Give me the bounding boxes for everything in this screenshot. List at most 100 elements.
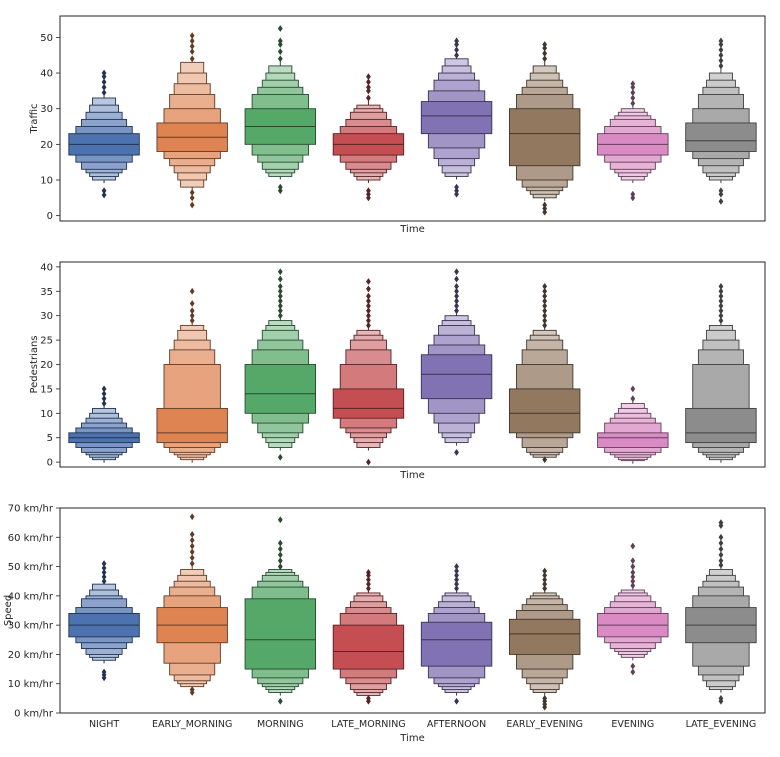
outlier-point bbox=[189, 32, 195, 40]
outlier-point bbox=[630, 569, 636, 576]
outlier-point bbox=[454, 580, 459, 588]
boxen-late-evening bbox=[685, 519, 757, 705]
outlier-point bbox=[542, 585, 548, 592]
outlier-point bbox=[189, 686, 195, 693]
outlier-point bbox=[366, 285, 371, 293]
outlier-point bbox=[542, 567, 548, 575]
boxen-level-1 bbox=[508, 388, 581, 434]
outlier-point bbox=[366, 83, 371, 91]
boxen-afternoon bbox=[420, 268, 493, 456]
outlier-point bbox=[630, 385, 636, 393]
outlier-point bbox=[277, 183, 283, 191]
outlier-point bbox=[101, 78, 107, 86]
y-tick-label: 20 bbox=[40, 360, 53, 371]
x-tick-label: MORNING bbox=[257, 719, 304, 730]
outlier-point bbox=[542, 456, 548, 464]
outlier-point bbox=[189, 307, 195, 315]
outlier-point bbox=[718, 292, 724, 300]
x-tick-label: AFTERNOON bbox=[427, 719, 486, 730]
plot-frame bbox=[59, 507, 766, 714]
outlier-point bbox=[454, 187, 459, 195]
outlier-point bbox=[366, 194, 371, 202]
y-tick-label: 15 bbox=[40, 384, 53, 395]
outlier-point bbox=[277, 453, 283, 461]
outlier-point bbox=[189, 548, 195, 556]
outlier-point bbox=[454, 571, 459, 579]
boxen-late-evening bbox=[685, 37, 757, 205]
outlier-point bbox=[277, 297, 283, 305]
outlier-point bbox=[454, 46, 459, 54]
boxen-level-1 bbox=[508, 618, 581, 655]
outlier-point bbox=[101, 564, 107, 572]
outlier-point bbox=[189, 194, 195, 202]
boxen-morning bbox=[244, 516, 317, 705]
outlier-point bbox=[277, 283, 283, 290]
outlier-point bbox=[101, 668, 107, 676]
outlier-point bbox=[630, 573, 636, 581]
outlier-point bbox=[101, 395, 107, 403]
boxen-late-morning bbox=[332, 73, 405, 202]
outlier-point bbox=[101, 573, 107, 581]
outlier-point bbox=[189, 55, 195, 63]
boxen-night bbox=[68, 560, 140, 682]
outlier-point bbox=[366, 569, 371, 576]
outlier-point bbox=[277, 25, 283, 32]
outlier-point bbox=[454, 297, 459, 305]
outlier-point bbox=[718, 190, 724, 198]
outlier-point bbox=[542, 287, 548, 295]
boxen-late-evening bbox=[685, 283, 757, 463]
outlier-point bbox=[366, 585, 371, 592]
outlier-point bbox=[101, 69, 107, 77]
outlier-point bbox=[630, 194, 636, 202]
outlier-point bbox=[189, 48, 195, 56]
outlier-point bbox=[277, 557, 283, 565]
y-tick-label: 50 km/hr bbox=[8, 562, 54, 573]
outlier-point bbox=[366, 322, 371, 329]
outlier-point bbox=[454, 563, 459, 570]
outlier-point bbox=[718, 307, 724, 315]
x-axis-label: Time bbox=[399, 470, 424, 481]
outlier-point bbox=[718, 62, 724, 70]
y-tick-label: 40 bbox=[40, 69, 53, 80]
boxen-early-evening bbox=[508, 41, 581, 216]
outlier-point bbox=[277, 539, 283, 547]
outlier-point bbox=[277, 37, 283, 45]
outlier-point bbox=[718, 197, 724, 205]
outlier-point bbox=[454, 292, 459, 300]
boxen-level-1 bbox=[332, 624, 405, 670]
y-tick-label: 30 bbox=[40, 311, 53, 322]
outlier-point bbox=[277, 545, 283, 553]
boxen-evening bbox=[597, 385, 669, 464]
boxen-afternoon bbox=[420, 37, 493, 198]
y-tick-label: 40 bbox=[40, 262, 53, 273]
boxen-level-1 bbox=[156, 407, 228, 444]
boxen-level-1 bbox=[420, 621, 493, 667]
outlier-point bbox=[189, 189, 195, 196]
outlier-point bbox=[718, 287, 724, 295]
outlier-point bbox=[277, 302, 283, 310]
outlier-point bbox=[454, 183, 459, 191]
outlier-point bbox=[630, 557, 636, 565]
outlier-point bbox=[277, 516, 283, 524]
y-tick-label: 50 bbox=[40, 33, 53, 44]
outlier-point bbox=[718, 41, 724, 48]
outlier-point bbox=[277, 563, 283, 570]
outlier-point bbox=[366, 94, 371, 102]
outlier-point bbox=[718, 283, 724, 290]
y-axis-label: Speed bbox=[3, 595, 14, 626]
outlier-point bbox=[101, 390, 107, 398]
outlier-point bbox=[542, 307, 548, 315]
outlier-point bbox=[454, 51, 459, 59]
outlier-point bbox=[189, 542, 195, 550]
outlier-point bbox=[101, 400, 107, 407]
outlier-point bbox=[189, 536, 195, 544]
boxen-night bbox=[68, 69, 140, 199]
outlier-point bbox=[454, 287, 459, 295]
panel-3: 0 km/hr 10 km/hr 20 km/hr 30 km/hr 40 km/hr 5… bbox=[3, 504, 766, 744]
outlier-point bbox=[630, 94, 636, 102]
y-tick-label: 10 km/hr bbox=[8, 679, 54, 690]
outlier-point bbox=[101, 89, 107, 97]
outlier-point bbox=[277, 697, 283, 705]
outlier-point bbox=[542, 201, 548, 209]
boxen-early-morning bbox=[156, 287, 228, 463]
